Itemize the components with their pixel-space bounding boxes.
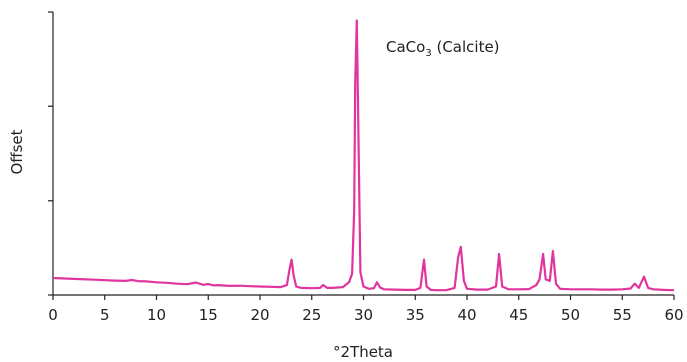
x-tick-label: 5 (100, 306, 110, 324)
x-tick-label: 20 (250, 306, 269, 324)
annotation-subscript: 3 (425, 48, 431, 59)
x-tick-label: 0 (48, 306, 58, 324)
calcite-annotation: CaCo3 (Calcite) (386, 38, 500, 59)
x-tick-label: 15 (199, 306, 218, 324)
x-tick-label: 10 (147, 306, 166, 324)
x-tick-label: 35 (406, 306, 425, 324)
annotation-suffix: (Calcite) (432, 38, 500, 56)
x-tick-label: 50 (561, 306, 580, 324)
series-group (52, 19, 675, 292)
ticks: 0 5 10 15 20 25 30 35 40 45 50 55 60 (48, 11, 684, 324)
x-tick-label: 30 (354, 306, 373, 324)
x-tick-label: 40 (457, 306, 476, 324)
xrd-pattern-line (52, 19, 675, 292)
x-tick-label: 45 (509, 306, 528, 324)
x-tick-label: 55 (613, 306, 632, 324)
annotation-main: CaCo (386, 38, 425, 56)
y-axis-title: Offset (8, 129, 26, 174)
x-tick-label: 25 (302, 306, 321, 324)
x-axis-title: °2Theta (333, 343, 393, 361)
axes (52, 12, 674, 296)
x-tick-label: 60 (664, 306, 683, 324)
